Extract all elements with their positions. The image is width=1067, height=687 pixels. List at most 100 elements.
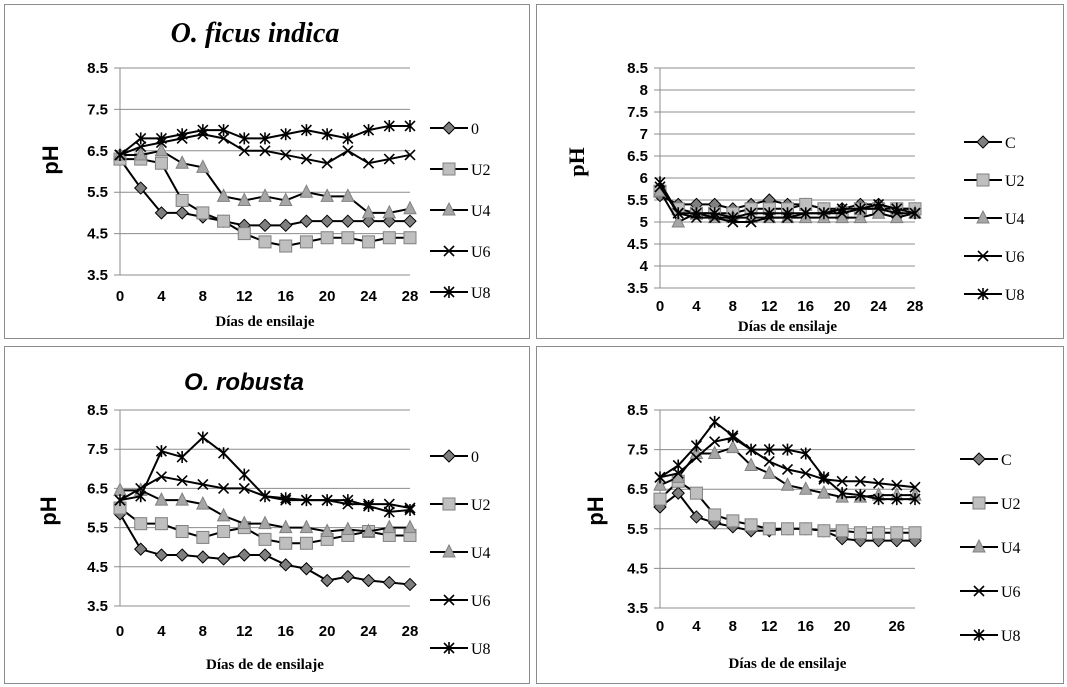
chart-title: O. robusta bbox=[184, 369, 304, 396]
data-point bbox=[258, 515, 272, 530]
legend-label: 0 bbox=[471, 449, 479, 466]
x-tick-label: 8 bbox=[729, 298, 737, 315]
x-tick-label: 16 bbox=[797, 618, 814, 635]
data-point bbox=[727, 211, 739, 224]
data-point bbox=[799, 522, 813, 536]
data-point bbox=[707, 445, 722, 460]
panel-frame bbox=[4, 346, 530, 684]
data-point bbox=[654, 176, 666, 189]
legend-label: U2 bbox=[471, 497, 491, 514]
data-point bbox=[216, 507, 231, 522]
y-tick-label: 7 bbox=[640, 126, 648, 143]
data-point bbox=[259, 132, 271, 145]
data-point bbox=[300, 494, 312, 507]
legend-marker bbox=[443, 642, 455, 654]
y-tick-label: 8.5 bbox=[87, 402, 108, 419]
legend-label: U4 bbox=[471, 545, 491, 562]
data-point bbox=[853, 526, 867, 540]
data-point bbox=[299, 519, 314, 534]
data-point bbox=[382, 519, 397, 534]
data-point bbox=[216, 552, 231, 566]
data-point bbox=[342, 132, 354, 145]
data-point bbox=[259, 490, 271, 503]
data-point bbox=[908, 526, 922, 540]
data-point bbox=[299, 235, 313, 249]
x-tick-label: 26 bbox=[888, 618, 905, 635]
data-point bbox=[196, 159, 210, 173]
data-point bbox=[800, 207, 812, 220]
x-tick-label: 12 bbox=[236, 288, 253, 305]
data-point bbox=[320, 231, 334, 245]
data-point bbox=[780, 477, 795, 491]
y-tick-label: 8 bbox=[640, 82, 648, 99]
data-point bbox=[299, 184, 314, 198]
y-axis-label: pH bbox=[564, 147, 589, 176]
data-point bbox=[671, 213, 686, 228]
data-point bbox=[727, 429, 739, 442]
data-point bbox=[114, 494, 126, 507]
data-point bbox=[404, 149, 416, 161]
data-point bbox=[279, 218, 293, 233]
x-tick-label: 4 bbox=[692, 618, 701, 635]
legend-marker bbox=[972, 538, 986, 553]
data-point bbox=[745, 443, 757, 456]
x-tick-label: 20 bbox=[319, 623, 336, 640]
series-U8: U8 bbox=[654, 176, 1025, 304]
data-point bbox=[279, 536, 293, 550]
data-point bbox=[238, 132, 250, 145]
legend-label: U6 bbox=[471, 593, 491, 610]
data-point bbox=[258, 548, 272, 562]
x-tick-label: 4 bbox=[157, 623, 166, 640]
data-point bbox=[744, 457, 758, 471]
y-tick-label: 8.5 bbox=[87, 60, 108, 77]
legend-marker bbox=[442, 201, 456, 216]
x-tick-label: 24 bbox=[360, 288, 377, 305]
data-point bbox=[654, 471, 666, 484]
data-point bbox=[197, 431, 209, 444]
x-tick-label: 8 bbox=[199, 288, 207, 305]
x-tick-label: 4 bbox=[692, 298, 701, 315]
y-tick-label: 5 bbox=[640, 214, 648, 231]
x-tick-label: 16 bbox=[277, 288, 294, 305]
data-point bbox=[218, 482, 230, 494]
data-point bbox=[853, 209, 868, 224]
data-point bbox=[279, 239, 293, 253]
series-U2: U2 bbox=[653, 474, 1021, 540]
x-tick-label: 20 bbox=[319, 288, 336, 305]
series-U8: U8 bbox=[114, 119, 491, 302]
x-tick-label: 20 bbox=[834, 298, 851, 315]
data-point bbox=[341, 231, 355, 245]
legend-marker bbox=[972, 452, 986, 466]
data-point bbox=[238, 482, 250, 494]
data-point bbox=[762, 522, 776, 536]
data-point bbox=[175, 525, 189, 539]
y-tick-label: 6.5 bbox=[627, 148, 648, 165]
legend-marker bbox=[442, 121, 456, 135]
data-point bbox=[762, 465, 777, 479]
data-point bbox=[383, 119, 395, 132]
data-point bbox=[781, 443, 794, 456]
y-tick-label: 5.5 bbox=[627, 192, 648, 209]
data-point bbox=[382, 204, 397, 219]
x-tick-label: 0 bbox=[116, 623, 124, 640]
data-point bbox=[300, 124, 312, 137]
y-tick-label: 5.5 bbox=[87, 184, 108, 201]
data-point bbox=[872, 526, 886, 540]
data-point bbox=[835, 524, 849, 538]
data-point bbox=[134, 542, 148, 556]
data-point bbox=[258, 235, 272, 249]
legend-marker bbox=[442, 449, 456, 463]
y-tick-label: 3.5 bbox=[627, 280, 648, 297]
data-point bbox=[363, 157, 375, 169]
y-tick-label: 6.5 bbox=[627, 481, 648, 498]
data-point bbox=[218, 132, 230, 144]
data-point bbox=[763, 455, 775, 468]
legend-marker bbox=[973, 585, 985, 597]
data-point bbox=[155, 445, 167, 458]
y-tick-label: 6 bbox=[640, 170, 648, 187]
data-point bbox=[854, 489, 866, 502]
data-point bbox=[798, 481, 813, 495]
data-point bbox=[800, 447, 812, 460]
